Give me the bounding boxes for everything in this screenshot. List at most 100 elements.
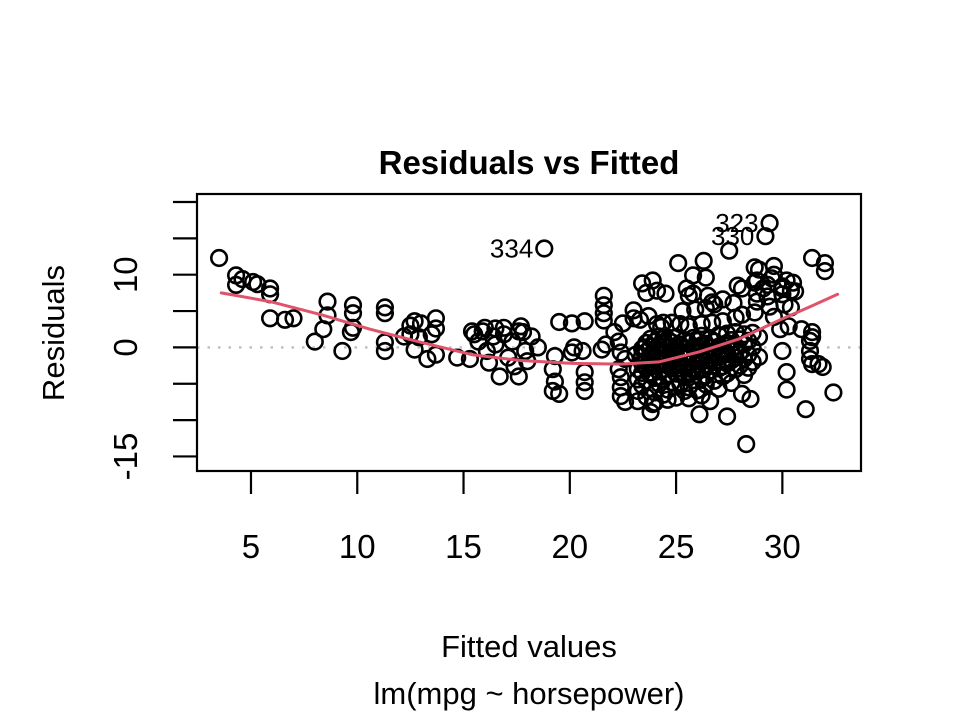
model-formula-sublabel: lm(mpg ~ horsepower): [374, 676, 685, 711]
data-point: [528, 338, 548, 357]
data-point: [409, 328, 429, 347]
data-point: [550, 312, 569, 332]
data-point: [824, 383, 843, 402]
data-point: [375, 304, 395, 323]
data-point: [490, 367, 509, 386]
x-tick-label: 20: [551, 528, 588, 565]
data-point: [484, 327, 503, 346]
data-point: [611, 368, 630, 387]
data-point: [594, 311, 613, 330]
data-point: [562, 314, 582, 333]
data-point: [605, 323, 624, 342]
data-point: [592, 340, 611, 359]
data-point: [575, 381, 594, 401]
data-point: [692, 315, 711, 334]
data-point: [779, 317, 798, 336]
data-point: [596, 335, 616, 354]
x-tick-label: 5: [242, 528, 260, 565]
y-tick-label: 0: [107, 338, 144, 356]
outlier-label-323: 323: [715, 208, 758, 238]
data-point: [802, 323, 822, 342]
outlier-label-334: 334: [490, 234, 533, 264]
x-axis-label: Fitted values: [441, 629, 617, 664]
data-point: [545, 372, 565, 391]
data-point: [594, 304, 613, 323]
x-tick-label: 10: [339, 528, 376, 565]
data-point: [686, 300, 705, 319]
data-point: [813, 357, 832, 377]
data-point: [637, 283, 656, 303]
data-point: [418, 349, 437, 369]
data-point: [690, 405, 709, 424]
data-point: [717, 407, 737, 426]
data-point: [275, 310, 295, 329]
data-point: [800, 341, 820, 361]
data-point: [594, 286, 613, 305]
data-point: [564, 338, 584, 357]
data-point: [647, 281, 667, 300]
data-point: [375, 298, 395, 317]
data-point: [615, 392, 635, 412]
data-point: [647, 315, 667, 334]
data-point: [696, 299, 715, 318]
data-point: [700, 392, 720, 411]
data-point: [732, 305, 752, 324]
data-point: [460, 349, 480, 369]
data-point: [777, 363, 796, 382]
y-tick-label: 10: [107, 256, 144, 293]
data-point: [516, 341, 535, 361]
smooth-lowess-line: [219, 291, 840, 366]
x-tick-label: 30: [764, 528, 801, 565]
plot-border-box: [195, 192, 863, 473]
data-point: [696, 268, 715, 287]
data-point: [809, 355, 828, 374]
data-point: [737, 435, 756, 454]
data-point: [802, 328, 822, 347]
data-point: [210, 248, 229, 268]
data-point: [741, 389, 760, 409]
data-point: [694, 251, 713, 270]
data-point: [426, 319, 446, 338]
data-point: [261, 309, 280, 328]
data-point: [609, 332, 628, 351]
data-point: [573, 341, 592, 361]
data-point: [720, 241, 739, 260]
outlier-point-334: [535, 239, 554, 258]
data-point: [673, 302, 692, 321]
data-point: [550, 384, 569, 404]
data-point: [773, 341, 792, 361]
data-point: [815, 262, 835, 281]
data-point: [815, 254, 835, 273]
data-point: [509, 367, 528, 386]
data-point: [261, 279, 280, 298]
data-point: [479, 353, 499, 372]
y-axis-label: Residuals: [36, 265, 71, 401]
data-point: [401, 316, 420, 335]
data-point: [284, 309, 303, 328]
data-point: [632, 274, 652, 293]
data-point: [796, 400, 815, 419]
data-point: [745, 303, 764, 322]
data-point: [609, 360, 628, 379]
data-point: [745, 273, 764, 292]
data-point: [575, 312, 594, 331]
data-point: [785, 282, 805, 301]
outlier-point-330: [756, 227, 775, 246]
data-point: [758, 287, 777, 306]
data-point: [333, 341, 352, 361]
chart-title: Residuals vs Fitted: [379, 144, 680, 181]
data-point: [654, 385, 673, 404]
outlier-label-330: 330: [711, 221, 754, 251]
x-tick-label: 25: [658, 528, 695, 565]
data-point: [575, 373, 594, 392]
data-point: [375, 341, 395, 361]
y-tick-label: -15: [107, 433, 144, 481]
data-point: [747, 284, 767, 303]
x-tick-label: 15: [445, 528, 482, 565]
data-point: [658, 390, 677, 409]
data-point: [669, 254, 688, 273]
data-point: [343, 296, 363, 315]
